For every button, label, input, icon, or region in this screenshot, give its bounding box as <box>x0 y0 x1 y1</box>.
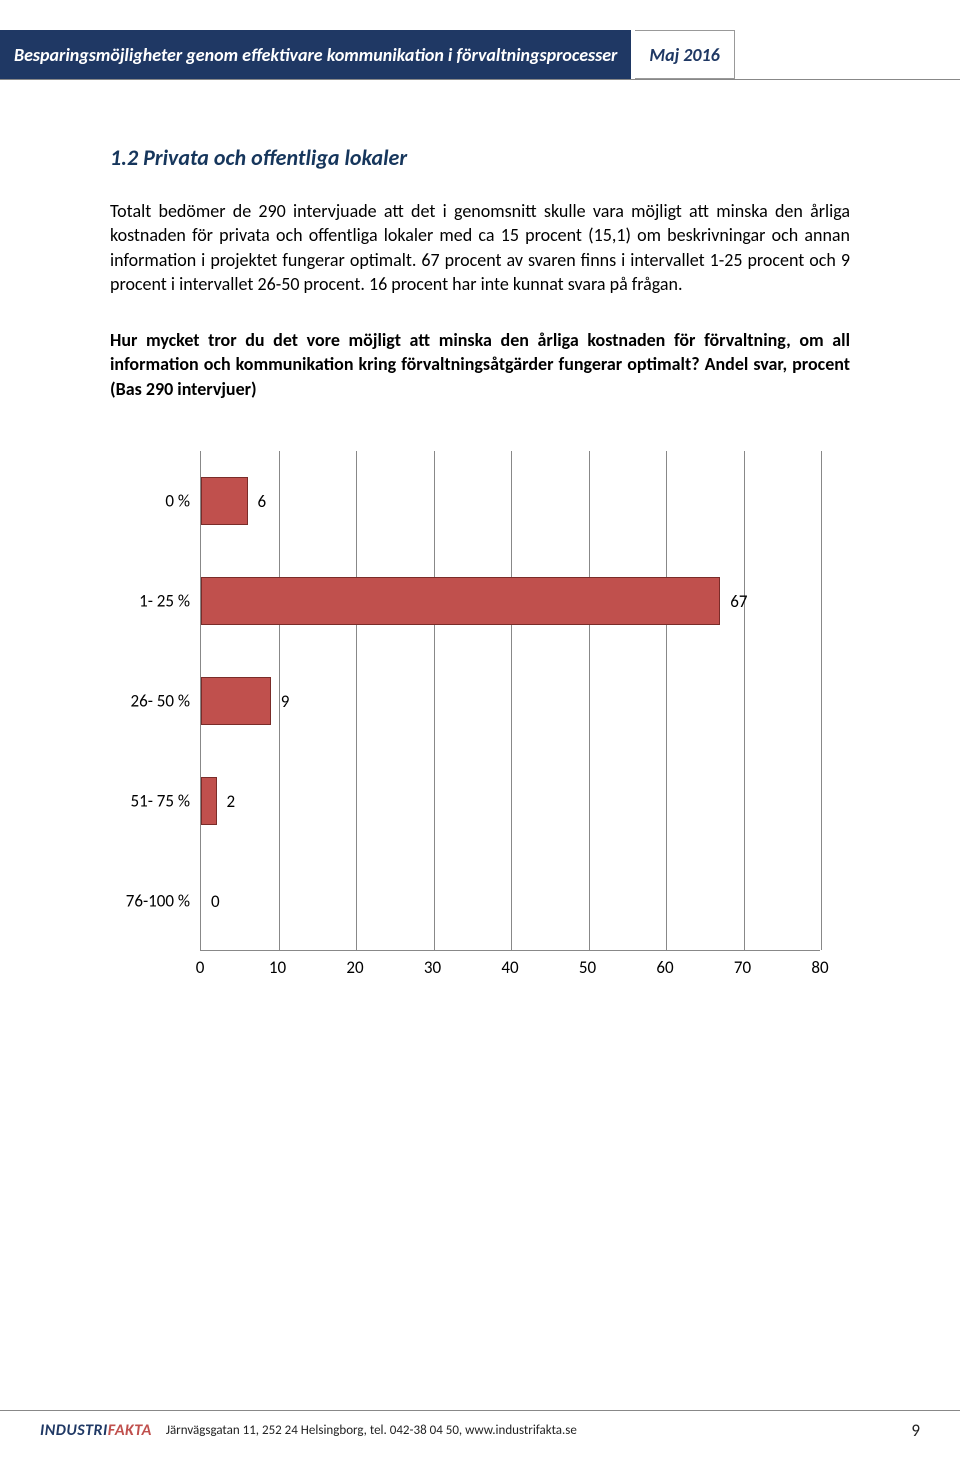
x-axis-label: 60 <box>656 957 673 978</box>
bar-value: 6 <box>258 491 267 512</box>
bar <box>201 677 271 725</box>
gridline <box>511 451 512 950</box>
y-axis-label: 1- 25 % <box>110 591 190 612</box>
logo-part2: FAKTA <box>108 1421 152 1440</box>
body-text: Totalt bedömer de 290 intervjuade att de… <box>110 199 850 296</box>
bar-value: 9 <box>281 691 290 712</box>
bar-row: 6 <box>201 477 266 525</box>
bar <box>201 577 720 625</box>
bar <box>201 477 248 525</box>
x-axis-label: 20 <box>346 957 363 978</box>
bar <box>201 777 217 825</box>
page: Besparingsmöjligheter genom effektivare … <box>0 30 960 1470</box>
x-axis-label: 0 <box>196 957 205 978</box>
section-title: 1.2 Privata och offentliga lokaler <box>110 144 850 171</box>
y-axis-label: 76-100 % <box>110 891 190 912</box>
header-title: Besparingsmöjligheter genom effektivare … <box>0 30 631 79</box>
header-date: Maj 2016 <box>635 30 734 79</box>
bar-row: 9 <box>201 677 289 725</box>
logo-part1: INDUSTRI <box>40 1421 108 1440</box>
gridline <box>821 451 822 950</box>
gridline <box>356 451 357 950</box>
bar-chart: 0 % 1- 25 % 26- 50 % 51- 75 % 76-100 % 6 67 9 2… <box>110 451 850 1011</box>
bar-row: 67 <box>201 577 747 625</box>
gridline <box>744 451 745 950</box>
x-axis-label: 30 <box>424 957 441 978</box>
footer-logo: INDUSTRIFAKTA <box>40 1421 152 1440</box>
x-axis-label: 70 <box>734 957 751 978</box>
content: 1.2 Privata och offentliga lokaler Total… <box>0 80 960 1011</box>
x-axis-label: 10 <box>269 957 286 978</box>
gridline <box>434 451 435 950</box>
bar-value: 0 <box>211 891 220 912</box>
footer-left: INDUSTRIFAKTA Järnvägsgatan 11, 252 24 H… <box>40 1421 577 1440</box>
x-axis-label: 50 <box>579 957 596 978</box>
footer: INDUSTRIFAKTA Järnvägsgatan 11, 252 24 H… <box>0 1410 960 1440</box>
footer-address: Järnvägsgatan 11, 252 24 Helsingborg, te… <box>166 1423 577 1438</box>
y-axis-label: 51- 75 % <box>110 791 190 812</box>
bar-value: 67 <box>730 591 747 612</box>
header: Besparingsmöjligheter genom effektivare … <box>0 30 960 80</box>
gridline <box>589 451 590 950</box>
y-axis-label: 26- 50 % <box>110 691 190 712</box>
x-axis-label: 80 <box>811 957 828 978</box>
x-axis-label: 40 <box>501 957 518 978</box>
bar-row: 0 <box>201 877 220 925</box>
plot-area: 6 67 9 2 0 <box>200 451 820 951</box>
bar-row: 2 <box>201 777 235 825</box>
gridline <box>666 451 667 950</box>
bar-value: 2 <box>227 791 236 812</box>
y-axis-label: 0 % <box>110 491 190 512</box>
page-number: 9 <box>911 1420 920 1441</box>
question-text: Hur mycket tror du det vore möjligt att … <box>110 328 850 401</box>
